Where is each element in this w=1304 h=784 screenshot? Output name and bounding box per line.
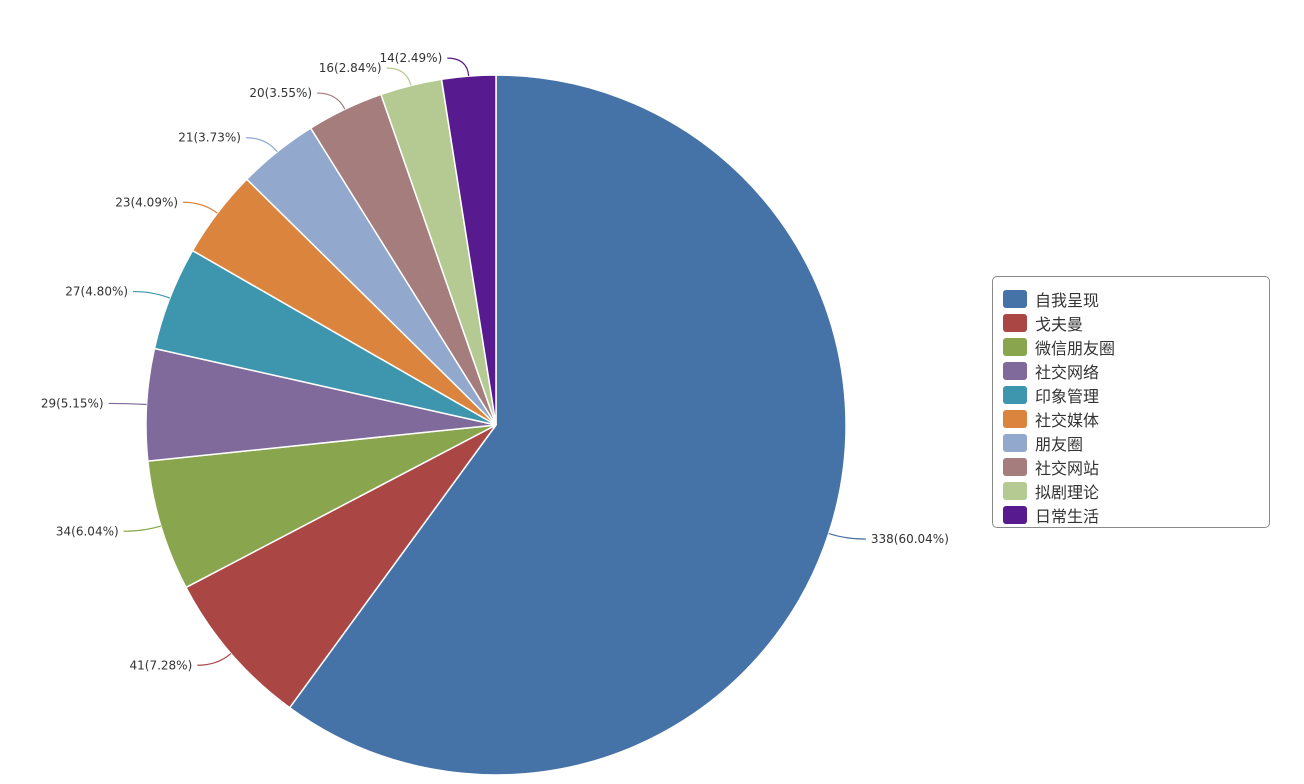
- legend-swatch-3: [1003, 362, 1027, 380]
- legend-label-3: 社交网络: [1035, 363, 1100, 382]
- data-label-4: 27(4.80%): [65, 285, 128, 299]
- leader-line-5: [183, 201, 218, 214]
- legend-swatch-8: [1003, 482, 1027, 500]
- legend-item-5[interactable]: 社交媒体: [1003, 407, 1269, 431]
- legend-item-0[interactable]: 自我呈现: [1003, 287, 1269, 311]
- data-label-8: 16(2.84%): [319, 61, 382, 75]
- data-label-9: 14(2.49%): [380, 51, 443, 65]
- legend-item-3[interactable]: 社交网络: [1003, 359, 1269, 383]
- legend-swatch-5: [1003, 410, 1027, 428]
- leader-line-2: [123, 525, 162, 532]
- legend-label-8: 拟剧理论: [1035, 483, 1100, 502]
- legend-label-9: 日常生活: [1035, 507, 1100, 526]
- legend-swatch-6: [1003, 434, 1027, 452]
- data-label-5: 23(4.09%): [115, 195, 178, 209]
- data-label-7: 20(3.55%): [249, 86, 312, 100]
- data-labels: 338(60.04%) 41(7.28%) 34(6.04%) 29(5.15%) 27…: [41, 51, 949, 672]
- legend-label-7: 社交网站: [1035, 459, 1100, 478]
- legend-item-1[interactable]: 戈夫曼: [1003, 311, 1269, 335]
- legend-item-4[interactable]: 印象管理: [1003, 383, 1269, 407]
- leader-line-4: [133, 290, 171, 299]
- legend: 自我呈现戈夫曼微信朋友圈社交网络印象管理社交媒体朋友圈社交网站拟剧理论日常生活: [992, 276, 1270, 528]
- legend-item-8[interactable]: 拟剧理论: [1003, 479, 1269, 503]
- pie-slice-2[interactable]: [147, 424, 497, 589]
- leader-lines: [108, 57, 866, 666]
- leader-line-7: [317, 92, 346, 110]
- legend-swatch-1: [1003, 314, 1027, 332]
- leader-line-3: [108, 402, 147, 406]
- pie-slices: [145, 74, 847, 776]
- legend-label-2: 微信朋友圈: [1035, 339, 1116, 358]
- legend-swatch-0: [1003, 290, 1027, 308]
- legend-swatch-9: [1003, 506, 1027, 524]
- pie-slice-1[interactable]: [184, 424, 497, 709]
- data-label-2: 34(6.04%): [56, 524, 119, 538]
- data-label-1: 41(7.28%): [130, 658, 193, 672]
- legend-item-7[interactable]: 社交网站: [1003, 455, 1269, 479]
- legend-label-1: 戈夫曼: [1035, 315, 1084, 334]
- leader-line-9: [447, 57, 470, 77]
- legend-swatch-7: [1003, 458, 1027, 476]
- leader-line-8: [386, 67, 412, 86]
- legend-label-5: 社交媒体: [1035, 411, 1100, 430]
- leader-line-6: [245, 137, 278, 153]
- legend-swatch-4: [1003, 386, 1027, 404]
- legend-item-6[interactable]: 朋友圈: [1003, 431, 1269, 455]
- leader-line-1: [197, 653, 232, 666]
- legend-label-0: 自我呈现: [1035, 291, 1100, 310]
- data-label-0: 338(60.04%): [871, 532, 949, 546]
- data-label-6: 21(3.73%): [178, 131, 241, 145]
- legend-label-6: 朋友圈: [1035, 435, 1084, 454]
- data-label-3: 29(5.15%): [41, 396, 104, 410]
- legend-item-9[interactable]: 日常生活: [1003, 503, 1269, 527]
- legend-label-4: 印象管理: [1035, 387, 1100, 406]
- pie-slice-0[interactable]: [288, 74, 847, 776]
- legend-item-2[interactable]: 微信朋友圈: [1003, 335, 1269, 359]
- leader-line-0: [828, 532, 866, 540]
- legend-swatch-2: [1003, 338, 1027, 356]
